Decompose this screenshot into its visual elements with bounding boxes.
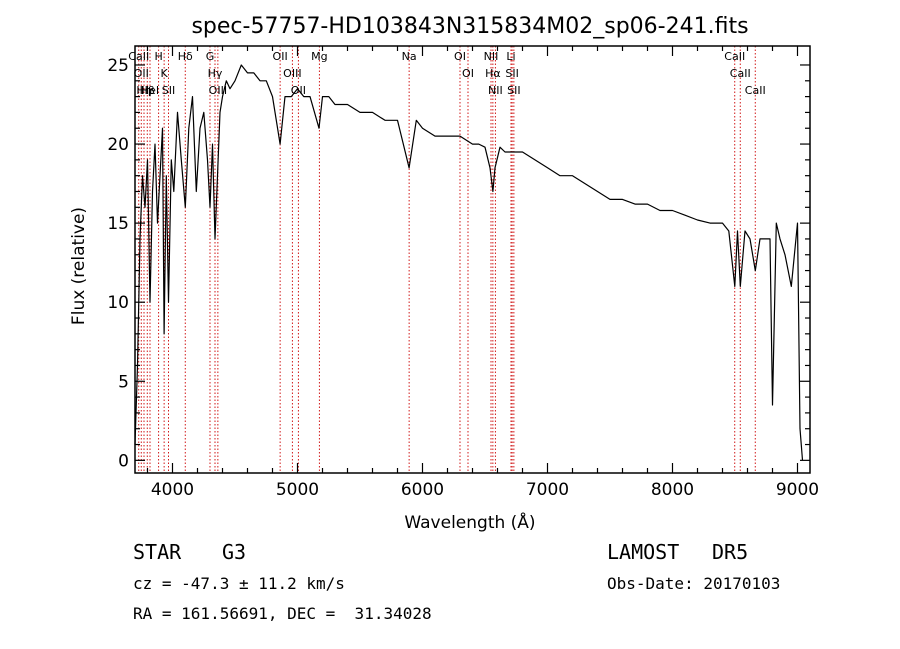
- spectral-line-label: Na: [402, 50, 417, 63]
- spectral-line-label: OIII: [209, 84, 227, 97]
- obs-date-line: Obs-Date: 20170103: [607, 574, 781, 593]
- data-release: DR5: [712, 540, 749, 564]
- y-tick-label: 0: [118, 451, 129, 471]
- spectral-line-label: OII: [134, 67, 149, 80]
- x-tick-label: 9000: [776, 480, 819, 500]
- redshift-line: cz = -47.3 ± 11.2 km/s: [133, 574, 345, 593]
- spectral-line-label: Hγ: [208, 67, 223, 80]
- x-axis-ticks: 4000 5000 6000 7000 8000 9000: [146, 46, 819, 500]
- spectral-line-label: CaII: [745, 84, 766, 97]
- spectral-line-label: NII: [488, 84, 503, 97]
- spectral-line-label: CaII: [730, 67, 751, 80]
- x-tick-label: 6000: [401, 480, 444, 500]
- x-tick-label: 8000: [651, 480, 694, 500]
- y-tick-label: 10: [107, 293, 129, 313]
- y-tick-label: 25: [107, 56, 129, 76]
- spectral-line-label: SII: [505, 67, 518, 80]
- object-type: STAR: [133, 540, 182, 564]
- x-tick-label: 5000: [276, 480, 319, 500]
- spectral-line-label: Mg: [311, 50, 327, 63]
- spectral-line-label: G: [206, 50, 215, 63]
- spectrum-series-line: [134, 64, 804, 461]
- x-axis-label: Wavelength (Å): [404, 511, 535, 533]
- x-tick-label: 7000: [526, 480, 569, 500]
- spectral-line-label: Hδ: [178, 50, 193, 63]
- spectral-line-label: SII: [507, 84, 520, 97]
- ra-dec-line: RA = 161.56691, DEC = 31.34028: [133, 604, 432, 623]
- spectral-line-label: K: [161, 67, 169, 80]
- spectral-line-markers: [138, 46, 756, 473]
- spectral-line-label: NII: [484, 50, 499, 63]
- spectral-line-label: Hα: [485, 67, 501, 80]
- spectral-line-label: CaII: [724, 50, 745, 63]
- object-subclass: G3: [222, 540, 247, 564]
- spectral-line-label: SII: [162, 84, 175, 97]
- x-tick-label: 4000: [151, 480, 194, 500]
- plot-frame: [134, 45, 811, 474]
- chart-title: spec-57757-HD103843N315834M02_sp06-241.f…: [191, 14, 748, 39]
- y-axis-ticks: 0 5 10 15 20 25: [107, 56, 810, 471]
- y-tick-label: 15: [107, 214, 129, 234]
- y-tick-label: 5: [118, 372, 129, 392]
- spectral-line-label: Hβ: [140, 84, 155, 97]
- spectral-line-label: OIII: [283, 67, 301, 80]
- spectral-line-label: OI: [454, 50, 466, 63]
- survey-name: LAMOST: [607, 540, 680, 564]
- y-axis-label: Flux (relative): [69, 207, 89, 325]
- spectral-line-label: H: [154, 50, 162, 63]
- spectral-line-label: OI: [462, 67, 474, 80]
- spectral-line-label: CaII: [128, 50, 149, 63]
- spectral-line-label: Hη: [136, 84, 151, 97]
- spectral-line-label: OII: [273, 50, 288, 63]
- spectral-line-label: Li: [506, 50, 515, 63]
- y-tick-label: 20: [107, 135, 129, 155]
- spectral-line-label: HeI: [141, 84, 159, 97]
